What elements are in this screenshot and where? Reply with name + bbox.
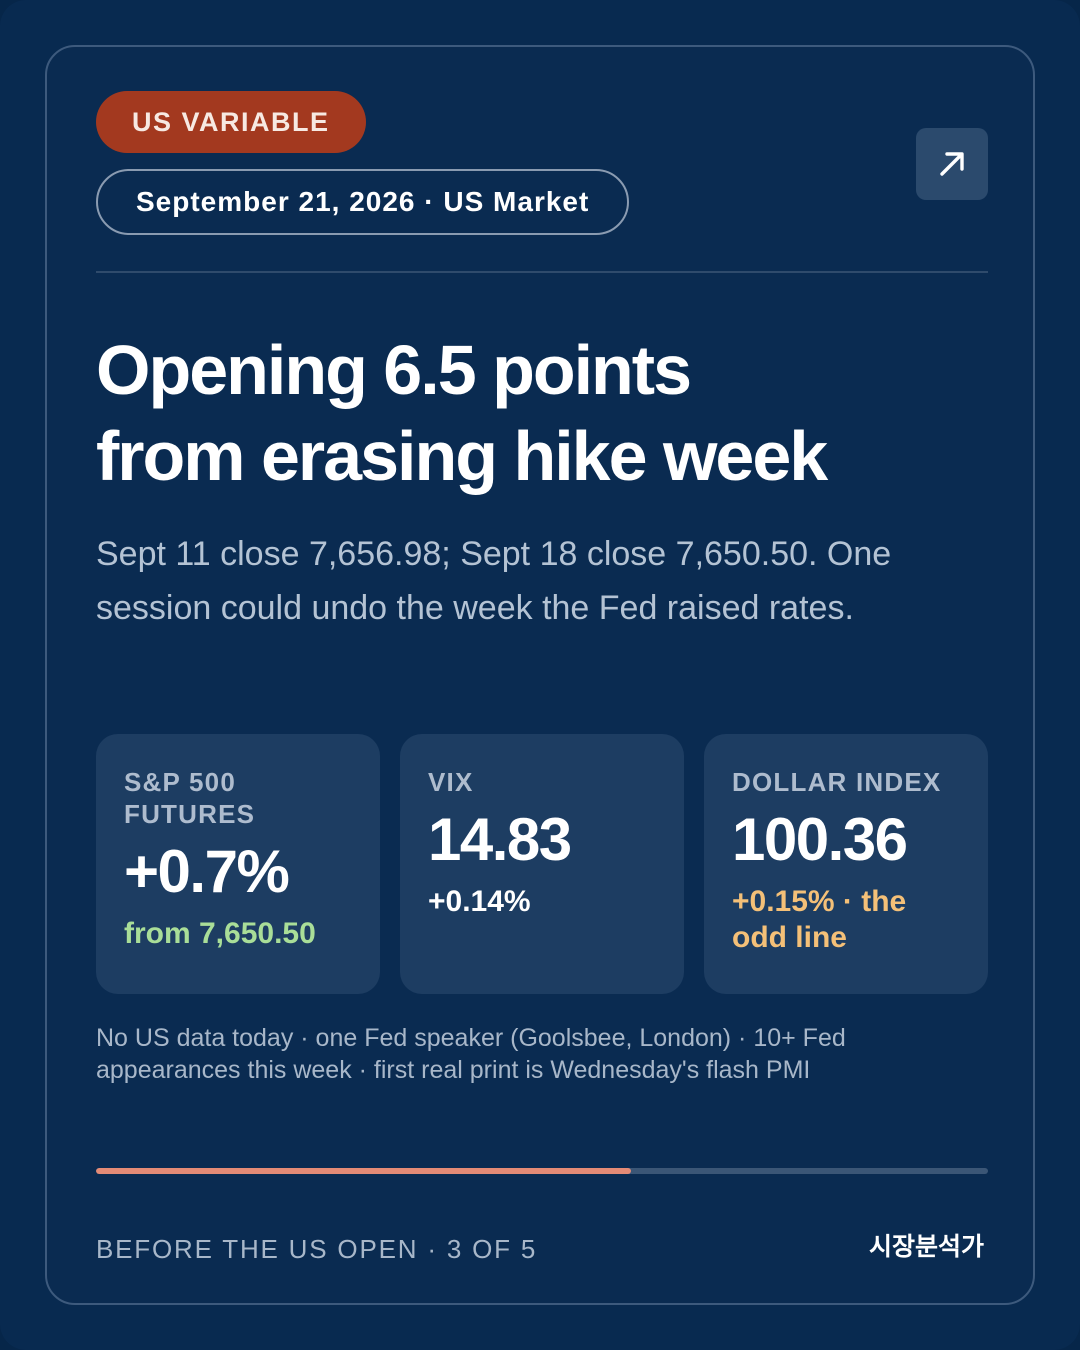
headline: Opening 6.5 points from erasing hike wee… [96,327,988,499]
story-card: US VARIABLE September 21, 2026 · US Mark… [45,45,1035,1305]
story-position-label: BEFORE THE US OPEN · 3 OF 5 [96,1234,538,1264]
category-badge: US VARIABLE [96,91,366,153]
open-link-button[interactable] [916,128,988,200]
brand-name: 시장분석가 [868,1233,984,1261]
metric-note: +0.15% · the odd line [732,885,907,954]
story-progress-fill [96,1168,632,1174]
metric-label: VIX [428,767,474,797]
header-divider [96,271,988,273]
metric-value: +0.7% [124,838,290,905]
arrow-up-right-icon [940,152,964,176]
metric-value: 14.83 [428,806,572,873]
metric-note: +0.14% [428,885,531,918]
metric-card-sp500-futures: S&P 500 FUTURES +0.7% from 7,650.50 [96,734,380,994]
story-progress-bar [96,1168,988,1174]
date-market-pill: September 21, 2026 · US Market [96,169,630,235]
subtitle: Sept 11 close 7,656.98; Sept 18 close 7,… [96,535,892,627]
metric-card-vix: VIX 14.83 +0.14% [400,734,684,994]
context-footnote: No US data today · one Fed speaker (Gool… [96,1024,846,1084]
metric-label: S&P 500 FUTURES [124,767,256,829]
metric-value: 100.36 [732,806,908,873]
metric-note: from 7,650.50 [124,917,316,950]
headline-line-2: from erasing hike week [96,417,828,495]
metric-card-dollar-index: DOLLAR INDEX 100.36 +0.15% · the odd lin… [704,734,988,994]
metrics-row: S&P 500 FUTURES +0.7% from 7,650.50 VIX … [96,734,988,994]
headline-line-1: Opening 6.5 points [96,331,692,409]
metric-label: DOLLAR INDEX [732,767,942,797]
